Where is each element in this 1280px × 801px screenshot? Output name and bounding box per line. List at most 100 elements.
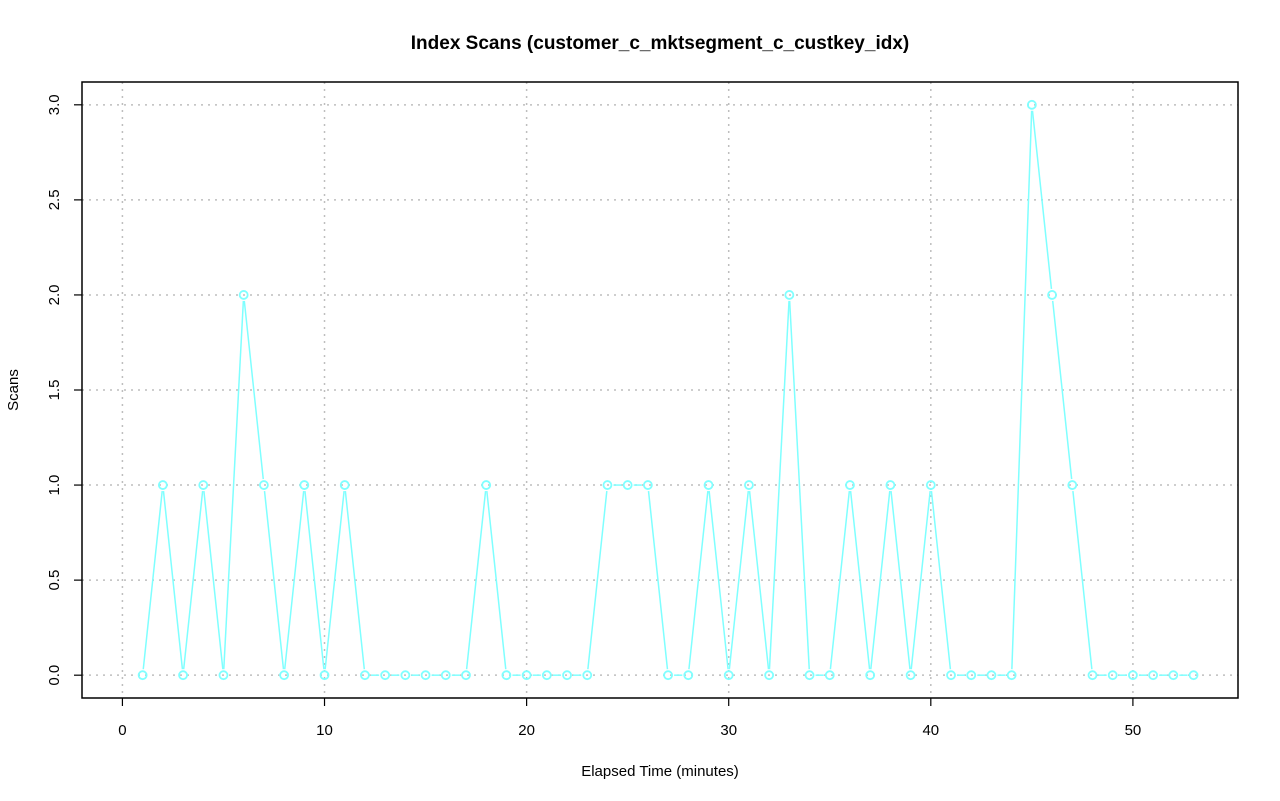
series-segment [870, 490, 891, 670]
data-point [299, 480, 310, 490]
series-segment [324, 490, 345, 670]
data-point [380, 670, 391, 681]
grid-lines [82, 82, 1238, 698]
series-segment [223, 300, 245, 670]
series-segment [708, 490, 729, 670]
data-point [1128, 670, 1138, 681]
data-point [1087, 670, 1098, 681]
data-point [986, 670, 997, 681]
data-point [582, 670, 593, 681]
data-point [622, 480, 633, 490]
x-tick-label: 0 [118, 722, 126, 739]
data-point [1107, 670, 1118, 681]
series-segment [890, 490, 911, 670]
series-segment [263, 490, 285, 670]
series-segment [930, 490, 952, 670]
x-axis: 0 10 20 30 40 50 [118, 698, 1141, 739]
data-point [905, 670, 916, 681]
data-point [946, 670, 956, 681]
data-point [339, 480, 350, 490]
data-point [178, 670, 188, 681]
data-point [885, 480, 896, 490]
data-point [521, 670, 532, 681]
series-segment [344, 490, 366, 670]
data-point [966, 670, 977, 681]
data-point [461, 670, 471, 681]
series-segment [465, 490, 487, 670]
data-point [481, 480, 492, 490]
data-point [642, 480, 653, 490]
data-point [804, 670, 815, 681]
data-point [562, 670, 572, 681]
data-point [744, 480, 754, 490]
series-segment [142, 490, 163, 670]
y-tick-label: 1.0 [46, 475, 63, 496]
data-point [865, 670, 876, 681]
y-axis: 0.0 0.5 1.0 1.5 2.0 2.5 3.0 [46, 94, 82, 686]
series-segment [182, 490, 204, 670]
series-segment [728, 490, 750, 670]
series-segment [304, 490, 325, 670]
series-segment [910, 490, 931, 670]
x-tick-label: 50 [1125, 722, 1142, 739]
data-point [1148, 670, 1159, 681]
series-segment [1051, 300, 1073, 480]
series-segment [243, 300, 264, 480]
series-segment [1031, 110, 1053, 290]
data-point [703, 480, 714, 490]
y-tick-label: 2.5 [46, 189, 63, 210]
series-segment [203, 490, 224, 670]
series-segment [829, 490, 851, 670]
data-point [663, 670, 673, 681]
series-segment [748, 490, 770, 670]
series-segment [849, 490, 871, 670]
data-point [1168, 670, 1179, 681]
data-point [360, 670, 370, 681]
series-segment [788, 300, 810, 670]
data-point [723, 670, 734, 681]
data-point [400, 670, 411, 681]
y-axis-label: Scans [5, 369, 22, 411]
data-point [258, 480, 269, 490]
x-axis-label: Elapsed Time (minutes) [581, 763, 739, 780]
series-segment [688, 490, 709, 670]
series-segment [162, 490, 184, 670]
x-tick-label: 30 [720, 722, 737, 739]
data-point [1188, 670, 1199, 681]
y-tick-label: 3.0 [46, 94, 63, 115]
data-point [218, 670, 229, 681]
data-point [1047, 290, 1057, 300]
data-point [501, 670, 512, 681]
series-segment [1011, 110, 1033, 670]
y-tick-label: 0.5 [46, 570, 63, 591]
series-segment [647, 490, 669, 670]
y-tick-label: 2.0 [46, 285, 63, 306]
data-point [279, 670, 289, 681]
chart-title: Index Scans (customer_c_mktsegment_c_cus… [411, 33, 909, 54]
data-point [319, 670, 330, 681]
series-segment [1072, 490, 1093, 670]
data-point [238, 290, 249, 300]
data-point [764, 670, 775, 681]
data-point [602, 480, 613, 490]
y-tick-label: 0.0 [46, 665, 63, 686]
data-point [1026, 99, 1037, 110]
data-point [157, 480, 168, 490]
data-point [1006, 670, 1017, 681]
data-point [784, 290, 795, 300]
series-segment [486, 490, 507, 670]
data-point [440, 670, 451, 681]
x-tick-label: 10 [316, 722, 333, 739]
data-point [845, 480, 855, 490]
x-tick-label: 40 [922, 722, 939, 739]
data-point [683, 670, 694, 681]
data-point [1067, 480, 1078, 490]
series-segment [768, 300, 790, 670]
data-point [137, 670, 148, 681]
series-segment [587, 490, 608, 670]
series-segment [283, 490, 305, 670]
data-point [824, 670, 835, 681]
y-tick-label: 1.5 [46, 380, 63, 401]
series-scans [137, 99, 1199, 681]
